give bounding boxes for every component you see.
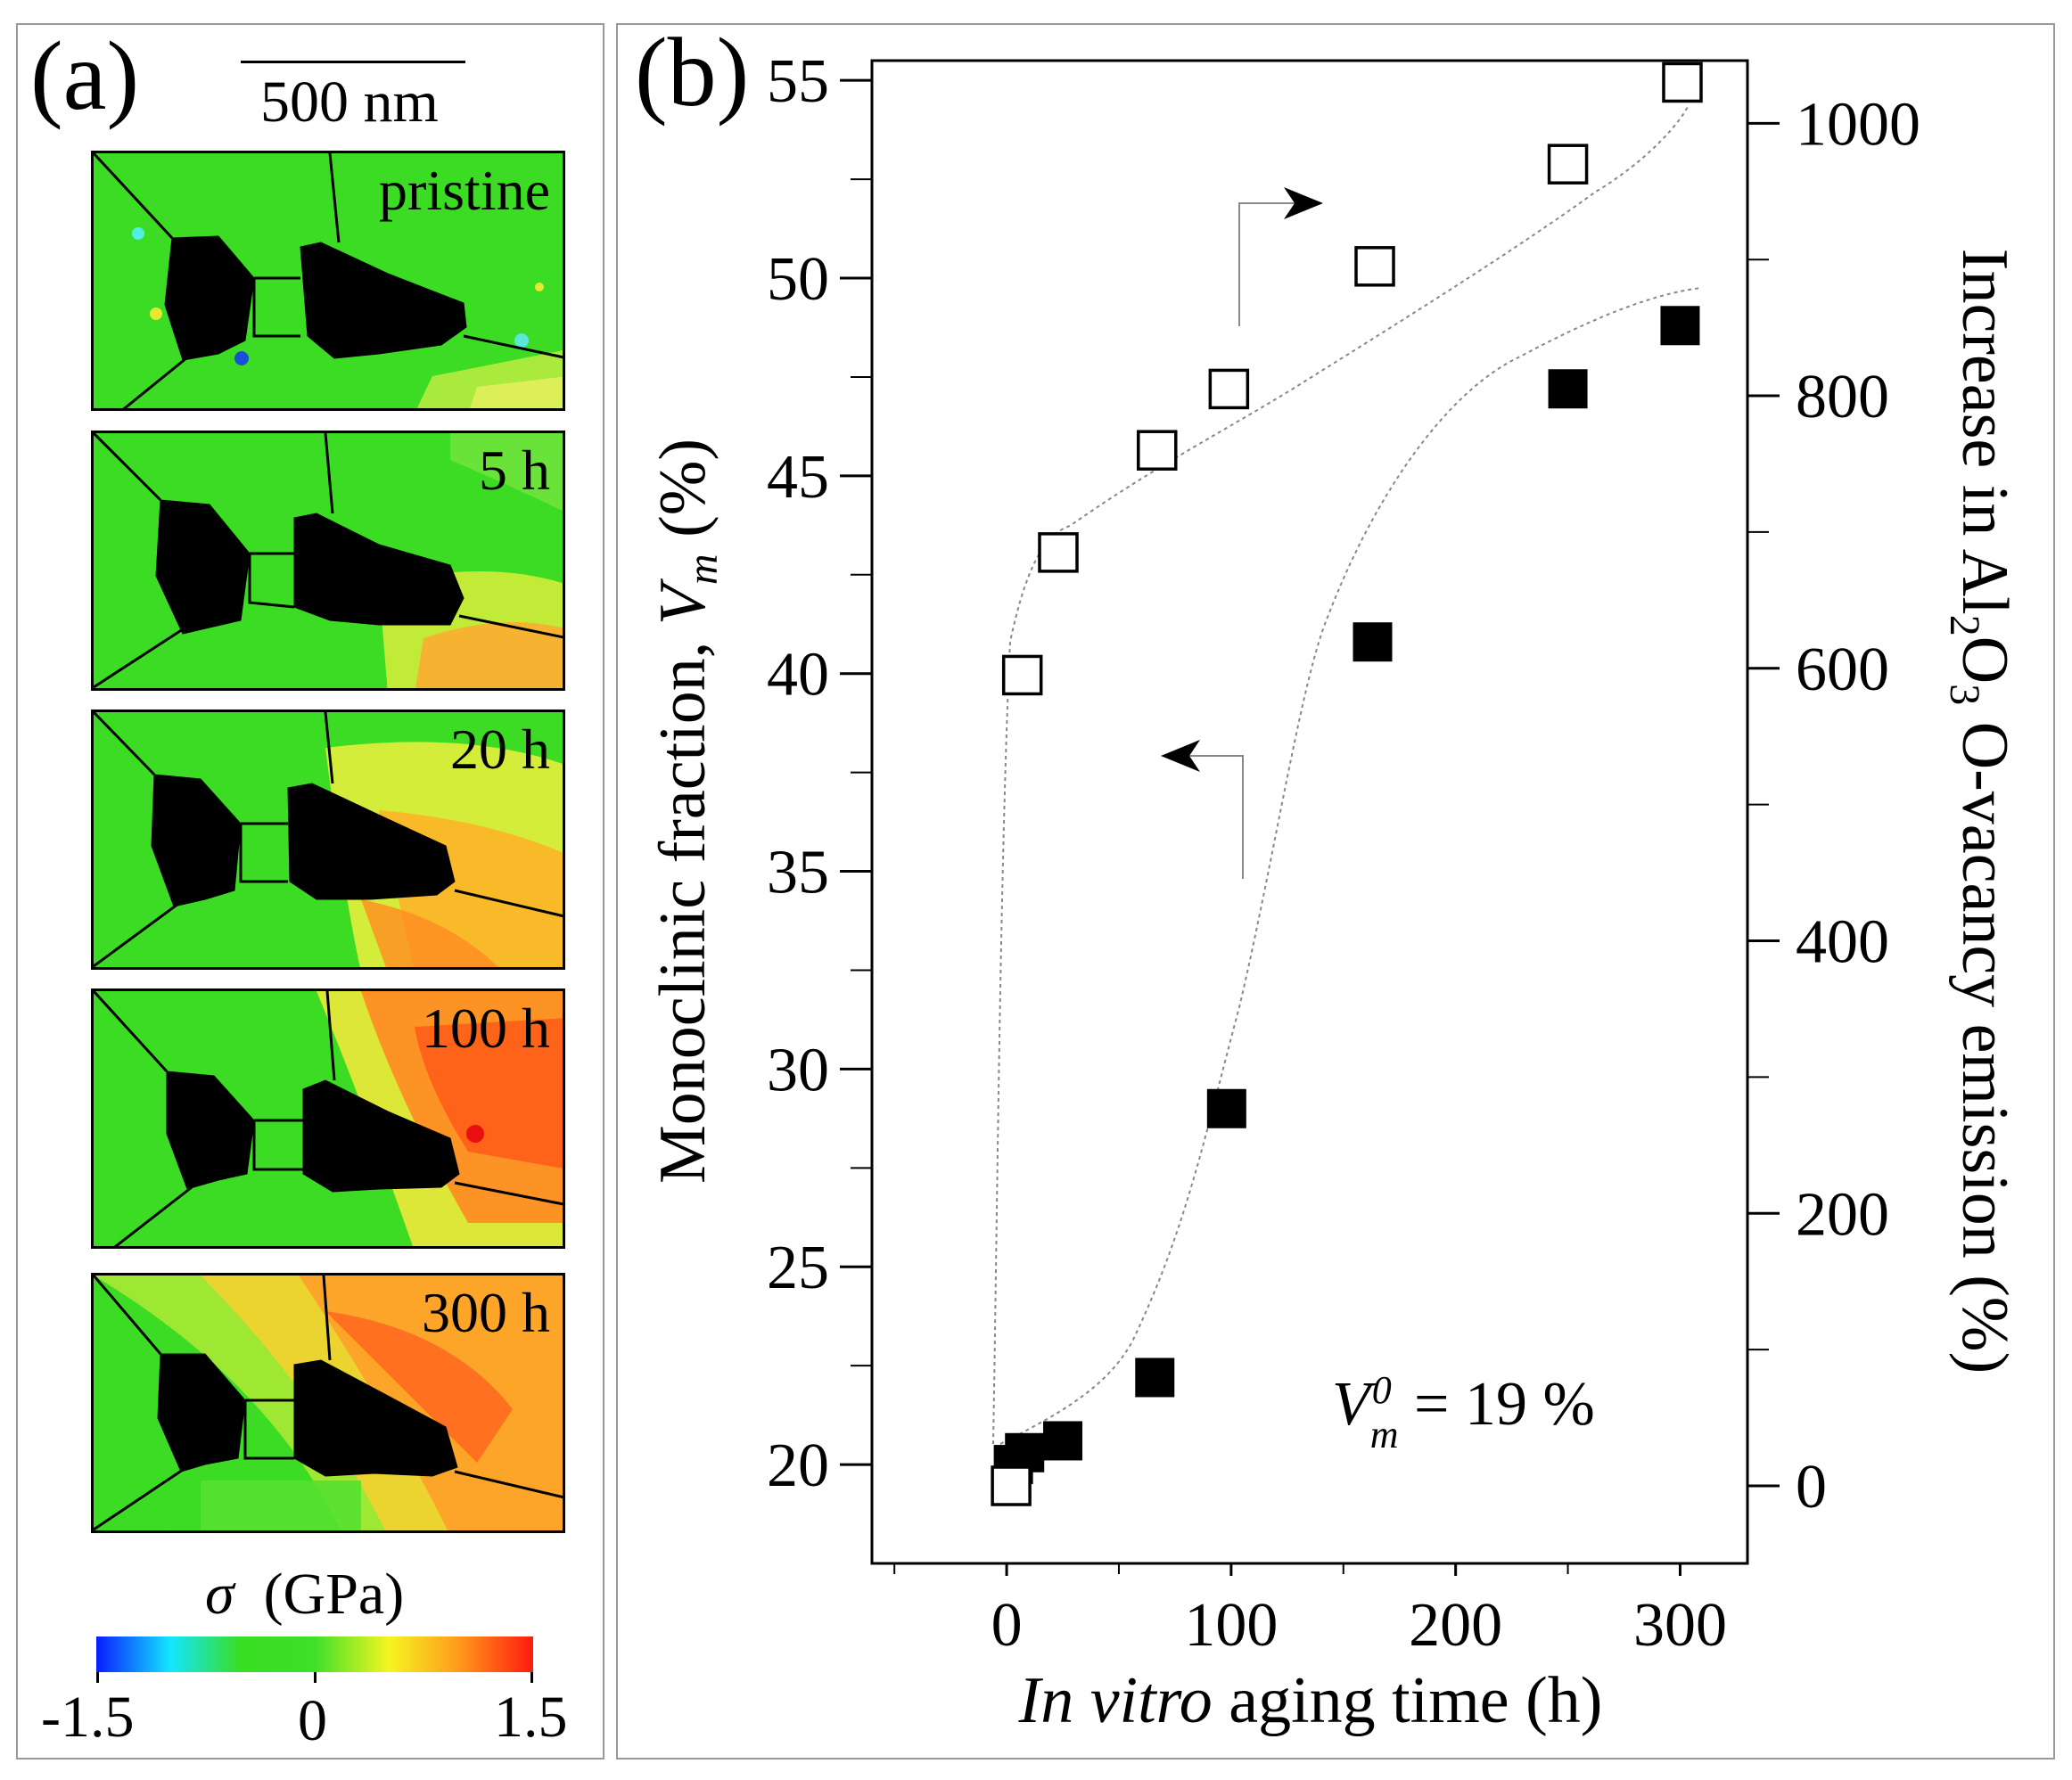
annotation-sup: 0 bbox=[1372, 1368, 1392, 1412]
y2-axis-title: Increase in Al2O3 O-vacancy emission (%) bbox=[1941, 249, 2021, 1374]
marker-vacancy bbox=[991, 1465, 1032, 1506]
scale-bar-line bbox=[241, 61, 465, 63]
colorbar bbox=[96, 1636, 533, 1672]
trend-curve-monoclinic bbox=[999, 287, 1702, 1445]
map-label-300h: 300 h bbox=[422, 1281, 550, 1344]
y-tick-label: 30 bbox=[767, 1036, 829, 1104]
marker-monoclinic bbox=[1353, 622, 1393, 662]
x-axis-title: In vitro aging time (h) bbox=[1018, 1664, 1603, 1737]
arrow-right-indicator bbox=[1238, 187, 1323, 326]
x-tick-label: 100 bbox=[1184, 1591, 1278, 1660]
y2-tick-label: 200 bbox=[1796, 1180, 1889, 1249]
annotation-var: V bbox=[1332, 1370, 1377, 1439]
data-markers bbox=[991, 62, 1703, 1506]
stress-map-100h: 100 h bbox=[91, 988, 565, 1249]
marker-monoclinic bbox=[1135, 1358, 1175, 1398]
stress-map-20h: 20 h bbox=[91, 710, 565, 970]
panel-a-label: (a) bbox=[30, 21, 140, 130]
y-tick-label: 45 bbox=[767, 443, 829, 512]
y-tick-label: 25 bbox=[767, 1234, 829, 1302]
y-tick-label: 50 bbox=[767, 245, 829, 314]
map-label-20h: 20 h bbox=[450, 718, 550, 781]
map-label-pristine: pristine bbox=[379, 159, 550, 222]
x-axis-title-italic: In vitro bbox=[1018, 1664, 1213, 1737]
plot-frame bbox=[870, 59, 1749, 1565]
arrow-left-indicator bbox=[1161, 740, 1244, 879]
marker-monoclinic bbox=[1005, 1432, 1045, 1472]
x-tick-label: 0 bbox=[991, 1591, 1023, 1660]
panel-b-frame bbox=[616, 23, 2055, 1759]
scale-bar-label: 500 nm bbox=[260, 70, 439, 135]
y2-axis-title-sub1: 2 bbox=[1941, 615, 1988, 636]
colorbar-unit: (GPa) bbox=[263, 1562, 405, 1627]
colorbar-symbol: σ bbox=[205, 1562, 234, 1627]
map-label-100h: 100 h bbox=[422, 997, 550, 1060]
marker-vacancy bbox=[1547, 144, 1589, 185]
marker-monoclinic bbox=[1660, 306, 1700, 346]
axis-ticks: 20 25 30 35 40 45 50 55 0 200 400 600 800 1000 0 100 200… bbox=[767, 47, 1920, 1660]
y2-tick-label: 1000 bbox=[1796, 90, 1920, 159]
marker-vacancy bbox=[1137, 430, 1178, 471]
marker-vacancy bbox=[1208, 368, 1250, 410]
y2-tick-label: 600 bbox=[1796, 636, 1889, 704]
panel-b-label: (b) bbox=[635, 18, 749, 127]
colorbar-mid-label: 0 bbox=[298, 1688, 327, 1753]
y-tick-label: 40 bbox=[767, 641, 829, 710]
stress-map-pristine: pristine bbox=[91, 151, 565, 411]
x-tick-label: 200 bbox=[1409, 1591, 1502, 1660]
map-label-5h: 5 h bbox=[479, 439, 550, 502]
y2-tick-label: 0 bbox=[1796, 1453, 1827, 1522]
panel-a-frame: (a) 500 nm bbox=[16, 23, 604, 1759]
x-tick-label: 300 bbox=[1633, 1591, 1727, 1660]
x-axis-title-rest: aging time (h) bbox=[1213, 1664, 1603, 1737]
y-tick-label: 35 bbox=[767, 839, 829, 907]
trend-lines bbox=[992, 104, 1702, 1445]
y2-axis-title-pre: Increase in Al bbox=[1948, 249, 2021, 615]
colorbar-tick-max bbox=[530, 1672, 533, 1683]
y-tick-label: 20 bbox=[767, 1431, 829, 1500]
y-tick-label: 55 bbox=[767, 47, 829, 116]
colorbar-min-label: -1.5 bbox=[41, 1685, 135, 1750]
marker-vacancy bbox=[1038, 532, 1079, 573]
marker-vacancy bbox=[1662, 62, 1703, 103]
y2-tick-label: 800 bbox=[1796, 363, 1889, 431]
annotation-sub: m bbox=[1370, 1413, 1399, 1456]
y-axis-title-unit: (%) bbox=[646, 439, 719, 554]
marker-monoclinic bbox=[1206, 1088, 1246, 1128]
y2-axis-title-post: O-vacancy emission (%) bbox=[1948, 705, 2021, 1374]
y-axis-title-text: Monoclinic fraction, bbox=[646, 625, 719, 1184]
y2-tick-label: 400 bbox=[1796, 908, 1889, 977]
trend-curve-vacancy bbox=[992, 104, 1690, 1445]
y-axis-title-var: V bbox=[646, 578, 719, 625]
marker-monoclinic bbox=[1043, 1421, 1083, 1461]
annotation-rest: = 19 % bbox=[1399, 1370, 1595, 1439]
y2-axis-title-sub2: 3 bbox=[1941, 684, 1988, 705]
stress-map-5h: 5 h bbox=[91, 431, 565, 691]
marker-monoclinic bbox=[1548, 369, 1588, 409]
annotation-v0: V0 m = 19 % bbox=[1332, 1368, 1595, 1456]
y-axis-title-sub: m bbox=[679, 554, 727, 585]
y2-axis-title-mid: O bbox=[1948, 636, 2021, 684]
marker-vacancy bbox=[1001, 654, 1043, 696]
colorbar-tick-min bbox=[96, 1672, 99, 1683]
colorbar-tick-mid bbox=[314, 1672, 317, 1683]
y-axis-title: Monoclinic fraction, Vm (%) bbox=[646, 439, 727, 1184]
stress-map-300h: 300 h bbox=[91, 1273, 565, 1533]
colorbar-max-label: 1.5 bbox=[494, 1685, 568, 1750]
colorbar-title: σ (GPa) bbox=[205, 1565, 404, 1624]
marker-vacancy bbox=[1354, 246, 1395, 287]
